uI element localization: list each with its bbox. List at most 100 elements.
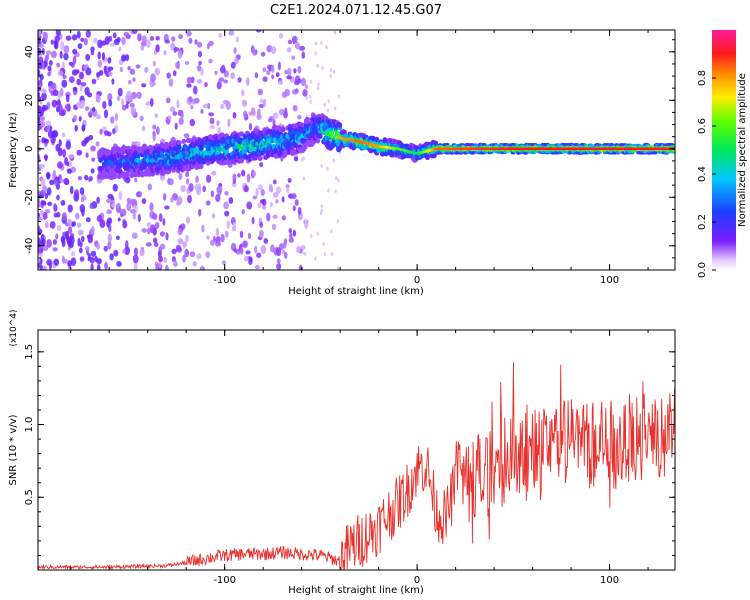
noise-blob — [270, 244, 275, 253]
noise-blob — [287, 178, 292, 183]
noise-blob — [137, 213, 141, 223]
noise-blob — [158, 255, 163, 263]
noise-blob — [186, 178, 190, 185]
noise-blob — [171, 256, 176, 263]
noise-blob — [45, 120, 52, 127]
noise-blob — [109, 253, 114, 261]
noise-blob — [304, 84, 309, 90]
ridge-cell — [310, 112, 316, 118]
noise-blob — [188, 37, 193, 44]
noise-blob — [65, 94, 70, 103]
noise-blob — [198, 60, 202, 66]
noise-blob — [97, 59, 103, 68]
noise-blob — [223, 70, 229, 78]
noise-blob — [172, 193, 178, 201]
noise-blob — [302, 156, 305, 161]
y-tick-label: 1.5 — [24, 344, 35, 360]
colorbar-gradient — [712, 30, 736, 270]
noise-blob — [110, 42, 116, 47]
noise-blob — [72, 86, 78, 91]
noise-blob — [205, 251, 211, 259]
noise-blob — [295, 42, 300, 50]
noise-blob — [329, 74, 332, 79]
noise-blob — [132, 77, 136, 82]
noise-blob — [158, 261, 162, 269]
noise-blob — [123, 31, 130, 37]
noise-blob — [162, 218, 166, 226]
noise-blob — [224, 190, 229, 196]
colorbar-tick-label: 0.2 — [697, 214, 708, 230]
noise-blob — [47, 201, 53, 206]
noise-blob — [127, 66, 131, 71]
noise-blob — [81, 140, 87, 147]
noise-blob — [85, 30, 91, 38]
ridge-cell — [133, 172, 138, 178]
noise-blob — [67, 226, 73, 234]
noise-blob — [180, 185, 186, 192]
noise-blob — [327, 99, 330, 104]
noise-blob — [262, 67, 267, 73]
noise-blob — [247, 232, 252, 240]
noise-blob — [172, 111, 178, 116]
noise-blob — [208, 40, 214, 47]
noise-blob — [55, 30, 61, 36]
noise-blob — [155, 44, 160, 53]
noise-blob — [209, 124, 216, 130]
noise-blob — [173, 260, 178, 267]
snr-axes-frame — [37, 329, 676, 571]
noise-blob — [333, 106, 337, 111]
noise-blob — [101, 52, 105, 61]
noise-blob — [215, 227, 220, 237]
noise-blob — [155, 222, 160, 229]
snr-xlabel: Height of straight line (km) — [288, 585, 424, 596]
noise-blob — [126, 202, 131, 212]
y-tick-label: 40 — [24, 45, 35, 58]
chart-title: C2E1.2024.071.12.45.G07 — [270, 3, 442, 18]
noise-blob — [286, 186, 290, 194]
spectrogram-heatmap — [38, 30, 675, 270]
noise-blob — [96, 215, 103, 223]
noise-blob — [197, 41, 203, 48]
noise-blob — [84, 106, 90, 111]
noise-blob — [216, 81, 222, 90]
noise-blob — [297, 65, 302, 74]
noise-blob — [254, 72, 258, 79]
noise-blob — [261, 198, 267, 206]
x-tick-label: 100 — [600, 575, 619, 586]
noise-blob — [228, 197, 234, 204]
noise-blob — [298, 264, 303, 270]
noise-blob — [135, 64, 141, 69]
noise-blob — [42, 212, 48, 220]
noise-blob — [129, 209, 136, 214]
noise-blob — [249, 257, 253, 263]
noise-blob — [260, 189, 265, 197]
noise-blob — [165, 97, 171, 104]
noise-blob — [70, 257, 77, 266]
noise-blob — [39, 107, 45, 116]
noise-blob — [116, 36, 121, 43]
noise-blob — [78, 116, 82, 122]
noise-blob — [314, 256, 317, 261]
noise-blob — [92, 106, 96, 112]
noise-blob — [210, 190, 214, 198]
spectrogram-axes-frame — [37, 29, 676, 271]
noise-blob — [46, 259, 53, 266]
noise-blob — [46, 187, 52, 196]
noise-blob — [56, 194, 60, 201]
noise-blob — [108, 99, 113, 107]
noise-blob — [65, 230, 70, 240]
noise-blob — [96, 114, 102, 120]
noise-blob — [153, 237, 158, 244]
noise-blob — [93, 37, 98, 44]
x-tick-label: 0 — [414, 575, 420, 586]
noise-blob — [45, 50, 52, 55]
noise-blob — [117, 87, 123, 97]
noise-blob — [251, 216, 255, 225]
noise-blob — [279, 108, 285, 116]
snr-ylabel: SNR (10 * v/v) — [8, 414, 19, 485]
spectrogram-ylabel: Frequency (Hz) — [8, 112, 19, 188]
noise-blob — [301, 77, 306, 87]
noise-blob — [85, 136, 91, 142]
noise-blob — [304, 221, 309, 229]
noise-blob — [262, 98, 267, 108]
